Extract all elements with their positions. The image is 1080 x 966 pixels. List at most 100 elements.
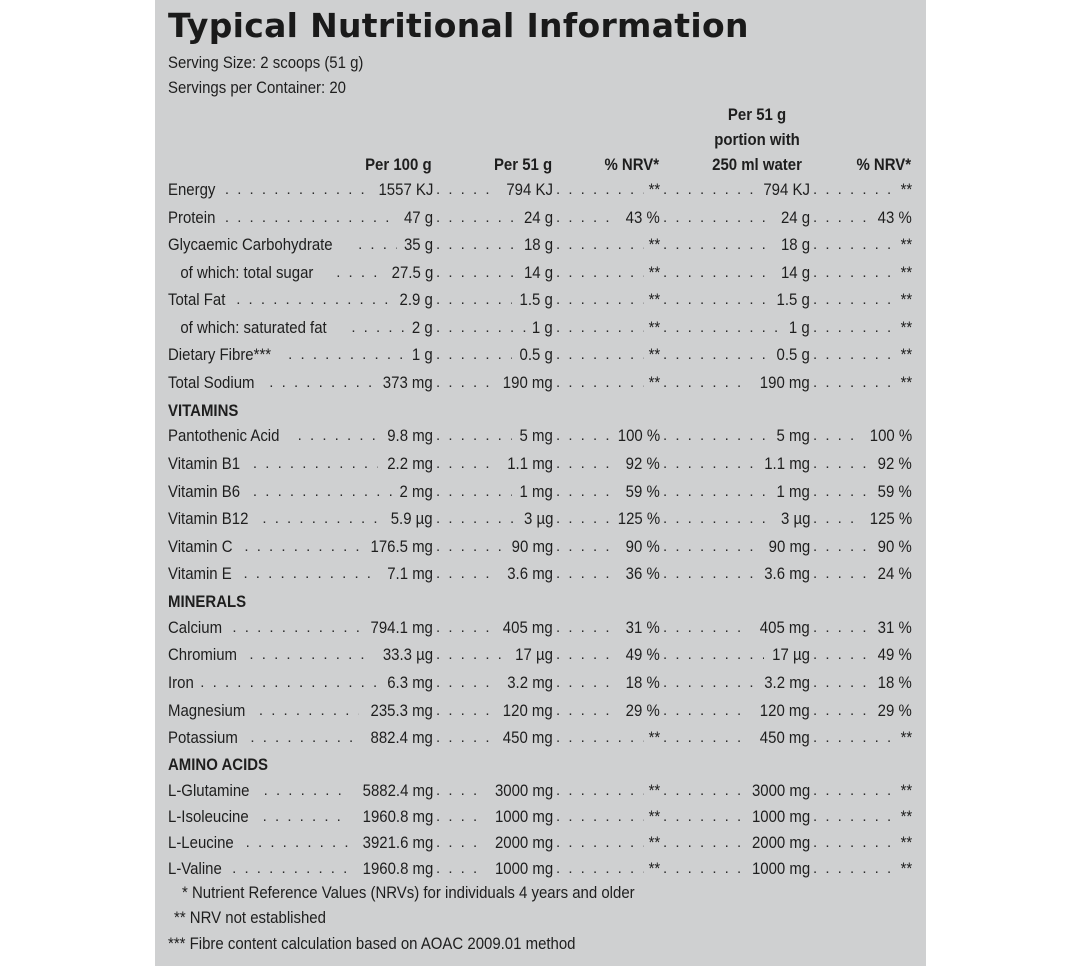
column-header-nrv: % NRV* <box>604 155 659 174</box>
table-row: L-Valine 1960.8 mg 1000 mg ** 1000 mg ** <box>0 855 1080 882</box>
nrv-value: ** <box>648 345 660 364</box>
dot-leader <box>436 314 526 341</box>
nrv-value: ** <box>648 859 660 878</box>
nrv-portion-value: 24 % <box>877 564 912 583</box>
nutrient-label: of which: total sugar <box>180 263 314 282</box>
dot-leader <box>236 286 392 313</box>
nrv-value: ** <box>648 781 660 800</box>
nutrient-label: Dietary Fibre*** <box>168 345 272 364</box>
dot-leader <box>813 697 870 724</box>
dot-leader <box>351 314 406 341</box>
nrv-portion-value: 125 % <box>869 509 912 528</box>
dot-leader <box>556 505 609 532</box>
per-51g-cell: 1000 mg <box>433 803 553 830</box>
dot-leader <box>663 777 741 804</box>
table-row: Iron 6.3 mg 3.2 mg 18 % 3.2 mg 18 % <box>0 669 1080 696</box>
per-51g-value: 3000 mg <box>494 781 553 800</box>
nrv-cell: 36 % <box>553 560 660 587</box>
dot-leader <box>813 450 870 477</box>
per-100g-value: 5882.4 mg <box>362 781 433 800</box>
dot-leader <box>813 231 896 258</box>
per-51g-cell: 450 mg <box>433 724 553 751</box>
dot-leader <box>436 697 493 724</box>
nrv-portion-cell: 49 % <box>810 641 912 668</box>
per-100g-cell: Pantothenic Acid 9.8 mg <box>168 422 433 449</box>
per-51g-cell: 24 g <box>433 204 553 231</box>
dot-leader <box>556 341 644 368</box>
portion-with-water-cell: 1.1 mg <box>660 450 810 477</box>
per-100g-cell: of which: total sugar 27.5 g <box>168 259 433 286</box>
per-51g-value: 190 mg <box>503 373 553 392</box>
dot-leader <box>436 286 512 313</box>
portion-with-water-value: 405 mg <box>760 618 810 637</box>
dot-leader <box>556 697 618 724</box>
portion-with-water-cell: 14 g <box>660 259 810 286</box>
nrv-portion-value: 92 % <box>877 454 912 473</box>
nrv-portion-cell: ** <box>810 286 912 313</box>
nutrient-label: Chromium <box>168 645 237 664</box>
nrv-value: ** <box>648 263 660 282</box>
dot-leader <box>358 231 397 258</box>
portion-with-water-cell: 17 µg <box>660 641 810 668</box>
portion-with-water-cell: 3000 mg <box>660 777 810 804</box>
dot-leader <box>436 450 498 477</box>
nrv-portion-value: 59 % <box>877 482 912 501</box>
nrv-portion-cell: 31 % <box>810 614 912 641</box>
nrv-value: 36 % <box>625 564 660 583</box>
per-100g-value: 5.9 µg <box>391 509 433 528</box>
nrv-portion-cell: 125 % <box>810 505 912 532</box>
nrv-value: 49 % <box>625 645 660 664</box>
column-header-per-100g: Per 100 g <box>365 155 432 174</box>
portion-with-water-cell: 120 mg <box>660 697 810 724</box>
per-100g-cell: Total Sodium 373 mg <box>168 369 433 396</box>
nrv-cell: 125 % <box>553 505 660 532</box>
table-row: Pantothenic Acid 9.8 mg 5 mg 100 % 5 mg 100 % <box>0 422 1080 449</box>
per-100g-value: 2 g <box>412 318 433 337</box>
portion-with-water-cell: 24 g <box>660 204 810 231</box>
per-100g-cell: Dietary Fibre*** 1 g <box>168 341 433 368</box>
nrv-portion-cell: ** <box>810 259 912 286</box>
dot-leader <box>556 560 618 587</box>
dot-leader <box>813 341 896 368</box>
dot-leader <box>556 259 644 286</box>
nrv-portion-value: ** <box>900 263 912 282</box>
per-51g-cell: 1000 mg <box>433 855 553 882</box>
per-100g-value: 27.5 g <box>391 263 433 282</box>
portion-with-water-value: 794 KJ <box>763 180 810 199</box>
nutrient-label: Magnesium <box>168 701 246 720</box>
nrv-cell: 49 % <box>553 641 660 668</box>
nutrient-label: Total Fat <box>168 290 226 309</box>
per-51g-value: 1 mg <box>519 482 553 501</box>
per-100g-value: 1557 KJ <box>378 180 433 199</box>
dot-leader <box>663 231 774 258</box>
footnote-nrv: * Nutrient Reference Values (NRVs) for i… <box>182 883 635 902</box>
portion-with-water-value: 1000 mg <box>751 807 810 826</box>
per-100g-cell: of which: saturated fat 2 g <box>168 314 433 341</box>
nrv-cell: 100 % <box>553 422 660 449</box>
nrv-value: 125 % <box>617 509 660 528</box>
section-heading-amino-acids: AMINO ACIDS <box>168 755 269 774</box>
portion-with-water-value: 90 mg <box>768 537 810 556</box>
dot-leader <box>813 369 896 396</box>
nrv-portion-cell: ** <box>810 724 912 751</box>
per-100g-value: 33.3 µg <box>382 645 433 664</box>
nrv-cell: 90 % <box>553 533 660 560</box>
per-51g-value: 1000 mg <box>494 859 553 878</box>
nrv-cell: 29 % <box>553 697 660 724</box>
per-51g-value: 5 mg <box>519 426 553 445</box>
column-header-nrv-portion: % NRV* <box>856 155 911 174</box>
portion-with-water-cell: 5 mg <box>660 422 810 449</box>
per-100g-value: 176.5 mg <box>370 537 433 556</box>
per-51g-value: 1 g <box>532 318 553 337</box>
portion-with-water-value: 2000 mg <box>751 833 810 852</box>
portion-with-water-cell: 1000 mg <box>660 855 810 882</box>
dot-leader <box>436 829 484 856</box>
dot-leader <box>253 478 392 505</box>
per-51g-value: 3 µg <box>523 509 553 528</box>
nrv-value: 90 % <box>625 537 660 556</box>
dot-leader <box>556 533 618 560</box>
per-51g-value: 794 KJ <box>506 180 553 199</box>
per-100g-value: 7.1 mg <box>387 564 433 583</box>
dot-leader <box>556 286 644 313</box>
dot-leader <box>556 855 644 882</box>
